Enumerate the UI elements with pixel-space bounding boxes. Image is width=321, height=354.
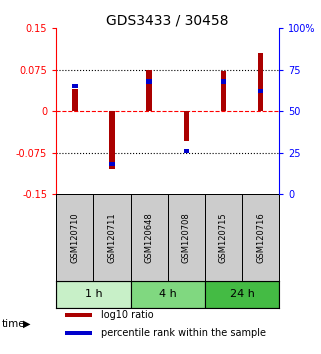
Bar xyxy=(109,111,115,169)
Bar xyxy=(242,194,279,281)
Title: GDS3433 / 30458: GDS3433 / 30458 xyxy=(107,13,229,27)
Text: 1 h: 1 h xyxy=(84,290,102,299)
Bar xyxy=(93,194,131,281)
Bar xyxy=(146,79,152,84)
Bar xyxy=(56,281,131,308)
Text: GSM120716: GSM120716 xyxy=(256,212,265,263)
Text: GSM120648: GSM120648 xyxy=(145,212,154,263)
Bar xyxy=(184,111,189,142)
Text: 4 h: 4 h xyxy=(159,290,177,299)
Text: GSM120715: GSM120715 xyxy=(219,212,228,263)
Text: ▶: ▶ xyxy=(23,319,30,329)
Bar xyxy=(205,194,242,281)
Text: 24 h: 24 h xyxy=(230,290,255,299)
Text: percentile rank within the sample: percentile rank within the sample xyxy=(101,328,266,338)
Text: GSM120711: GSM120711 xyxy=(108,212,117,263)
Bar xyxy=(131,281,205,308)
Text: GSM120710: GSM120710 xyxy=(70,212,79,263)
Bar xyxy=(258,89,264,93)
Bar xyxy=(56,194,93,281)
Bar xyxy=(221,79,226,84)
Bar xyxy=(184,149,189,153)
Bar xyxy=(65,313,92,317)
Text: time: time xyxy=(2,319,25,329)
Bar xyxy=(72,84,78,88)
Bar xyxy=(131,194,168,281)
Bar xyxy=(65,331,92,335)
Bar xyxy=(109,162,115,166)
Text: log10 ratio: log10 ratio xyxy=(101,310,153,320)
Bar xyxy=(72,89,78,111)
Bar xyxy=(258,53,264,111)
Text: GSM120708: GSM120708 xyxy=(182,212,191,263)
Bar xyxy=(168,194,205,281)
Bar xyxy=(221,72,226,111)
Bar xyxy=(146,70,152,111)
Bar xyxy=(205,281,279,308)
